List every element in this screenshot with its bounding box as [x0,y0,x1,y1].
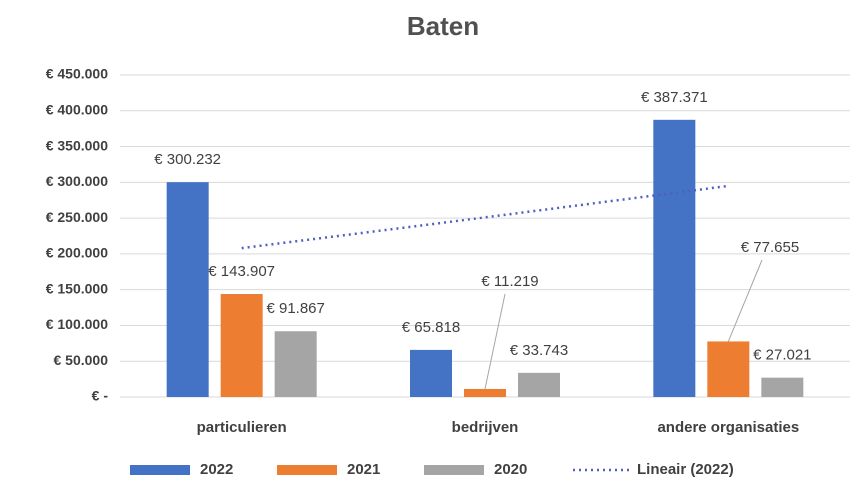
legend-label: 2020 [494,461,527,478]
legend-swatch [277,465,337,475]
legend-swatch [130,465,190,475]
bar [761,377,804,397]
legend-label: 2022 [200,461,233,478]
data-label: € 91.867 [266,300,324,317]
bar [410,349,452,397]
x-tick-label: particulieren [197,419,287,436]
bar [707,341,750,397]
legend-swatch [424,465,484,475]
bar [274,331,317,397]
y-tick-label: € 300.000 [46,173,108,189]
data-label: € 77.655 [741,239,799,256]
y-tick-label: € 150.000 [46,280,108,296]
bar [220,294,263,397]
legend-label: Lineair (2022) [637,461,734,478]
trendline [241,184,729,250]
bar [653,119,696,398]
y-tick-label: € 100.000 [46,316,108,332]
data-label: € 27.021 [753,347,811,364]
y-tick-label: € 450.000 [46,66,108,82]
y-tick-label: € - [92,388,109,404]
leader-line [727,259,763,342]
x-tick-label: bedrijven [452,419,519,436]
y-tick-label: € 50.000 [54,352,109,368]
bar [464,388,506,397]
data-label: € 300.232 [154,151,221,168]
bar [166,182,209,397]
chart-title: Baten [407,11,479,41]
data-label: € 11.219 [481,273,538,290]
y-tick-label: € 400.000 [46,101,108,117]
y-tick-label: € 200.000 [46,245,108,261]
data-label: € 65.818 [402,319,460,336]
bar [518,372,560,397]
x-tick-label: andere organisaties [657,419,799,436]
legend-label: 2021 [347,461,380,478]
leader-line [484,293,506,390]
data-label: € 33.743 [510,342,568,359]
data-label: € 143.907 [208,263,275,280]
data-label: € 387.371 [641,89,708,106]
y-tick-label: € 350.000 [46,137,108,153]
y-tick-label: € 250.000 [46,209,108,225]
